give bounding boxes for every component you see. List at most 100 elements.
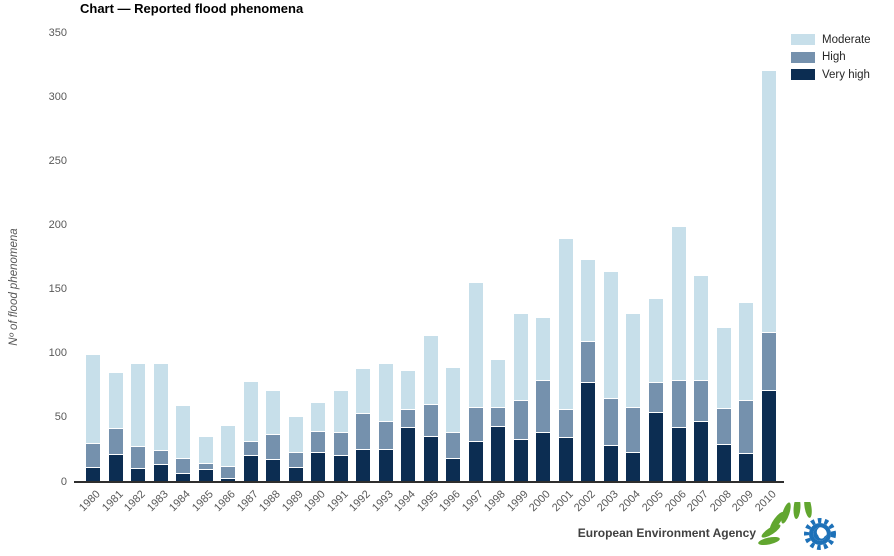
legend-label: High: [822, 51, 846, 64]
bar-2002-moderate: [581, 260, 596, 343]
bar-2000-high: [536, 380, 551, 434]
chart-title: Chart — Reported flood phenomena: [80, 1, 304, 16]
bar-1998-moderate: [491, 360, 506, 408]
eea-logo-icon: [758, 502, 836, 550]
y-tick-50: 50: [54, 411, 67, 424]
bar-2006-moderate: [671, 226, 686, 381]
bar-1983-moderate: [153, 364, 168, 452]
bar-1989-very-high: [288, 467, 303, 482]
bar-2003-very-high: [603, 446, 618, 482]
bar-2006-very-high: [671, 428, 686, 482]
bar-1983-high: [153, 451, 168, 466]
bar-1989-moderate: [288, 416, 303, 453]
bar-1998-high: [491, 407, 506, 427]
bar-1999-moderate: [513, 314, 528, 402]
bar-1986-high: [221, 466, 236, 480]
legend-swatch-high: [791, 51, 815, 63]
bar-1994-moderate: [401, 370, 416, 411]
bar-1985-high: [198, 464, 213, 471]
bar-1997-high: [468, 407, 483, 443]
bar-2001-high: [558, 410, 573, 439]
bar-1991-very-high: [333, 456, 348, 482]
bar-2000-very-high: [536, 433, 551, 482]
bar-1986-very-high: [221, 479, 236, 482]
bar-2010-very-high: [761, 391, 776, 482]
legend-item-moderate: Moderate: [791, 31, 871, 49]
bar-1985-very-high: [198, 470, 213, 482]
bar-1997-very-high: [468, 442, 483, 482]
bar-2008-moderate: [716, 328, 731, 409]
bar-2009-moderate: [739, 302, 754, 402]
y-tick-150: 150: [48, 283, 67, 296]
bar-1983-very-high: [153, 465, 168, 482]
bar-1992-very-high: [356, 449, 371, 482]
eea-brand-text: European Environment Agency: [577, 526, 756, 540]
bar-1989-high: [288, 452, 303, 468]
bar-1980-very-high: [86, 467, 100, 482]
bar-2003-moderate: [603, 271, 618, 399]
bar-1982-high: [131, 447, 146, 470]
bar-1988-high: [266, 434, 281, 461]
y-tick-200: 200: [48, 219, 67, 232]
bar-2004-moderate: [626, 314, 641, 408]
bar-2008-high: [716, 408, 731, 445]
legend-swatch-very-high: [791, 69, 815, 81]
bar-2004-very-high: [626, 452, 641, 482]
y-tick-300: 300: [48, 91, 67, 104]
bar-1995-high: [423, 405, 438, 438]
bar-1997-moderate: [468, 283, 483, 408]
bar-1980-high: [86, 443, 100, 468]
y-axis-label: Nº of flood phenomena: [8, 228, 20, 346]
bar-2002-high: [581, 342, 596, 384]
bar-2009-very-high: [739, 453, 754, 482]
bar-1996-very-high: [446, 458, 461, 482]
bar-2007-moderate: [694, 275, 709, 381]
bar-2000-moderate: [536, 317, 551, 381]
bar-1985-moderate: [198, 437, 213, 465]
bar-1996-moderate: [446, 367, 461, 434]
bar-1981-very-high: [108, 455, 123, 482]
bar-2007-very-high: [694, 421, 709, 482]
bar-1984-very-high: [176, 474, 191, 482]
bar-1990-moderate: [311, 402, 326, 433]
bar-1992-moderate: [356, 369, 371, 415]
bar-2007-high: [694, 380, 709, 422]
bar-2008-very-high: [716, 444, 731, 482]
bar-2003-high: [603, 398, 618, 447]
bar-1990-high: [311, 432, 326, 453]
bar-2005-moderate: [649, 298, 663, 384]
bar-1982-very-high: [131, 469, 146, 482]
bar-2009-high: [739, 401, 754, 454]
bar-1991-moderate: [333, 391, 348, 434]
bar-1992-high: [356, 414, 371, 450]
bar-1984-high: [176, 458, 191, 475]
bar-1988-moderate: [266, 391, 281, 435]
y-tick-250: 250: [48, 155, 67, 168]
bar-1984-moderate: [176, 406, 191, 459]
bar-1995-very-high: [423, 437, 438, 482]
bar-1987-moderate: [243, 382, 258, 443]
bar-1995-moderate: [423, 335, 438, 406]
bar-1994-very-high: [401, 428, 416, 482]
bar-1986-moderate: [221, 425, 236, 467]
bar-2001-moderate: [558, 238, 573, 411]
bar-2010-moderate: [761, 70, 776, 334]
bar-1980-moderate: [86, 355, 100, 444]
legend-swatch-moderate: [791, 34, 815, 46]
legend: Moderate High Very high: [791, 31, 871, 84]
bar-1996-high: [446, 433, 461, 459]
bar-1993-moderate: [378, 364, 393, 422]
bar-2006-high: [671, 380, 686, 429]
y-tick-0: 0: [60, 475, 67, 488]
bar-1981-moderate: [108, 373, 123, 430]
bar-1999-high: [513, 401, 528, 440]
bar-2004-high: [626, 407, 641, 453]
y-tick-100: 100: [48, 347, 67, 360]
legend-item-very-high: Very high: [791, 66, 871, 84]
legend-label: Very high: [822, 68, 870, 81]
bar-2005-very-high: [649, 412, 663, 482]
bar-2002-very-high: [581, 383, 596, 482]
bar-1988-very-high: [266, 460, 281, 482]
legend-label: Moderate: [822, 33, 871, 46]
